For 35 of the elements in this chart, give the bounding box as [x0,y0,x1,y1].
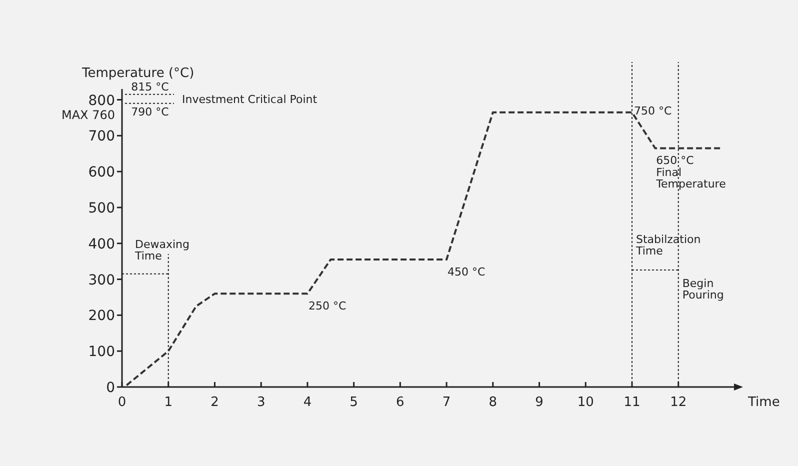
ref-line-label: 790 °C [131,105,170,118]
y-tick-label: 0 [106,380,115,396]
ref-line-label: Stabilzation Time [635,233,701,258]
ref-line-label: Dewaxing Time [134,238,190,263]
x-tick-label: 0 [118,395,126,410]
y-tick-label: 400 [88,236,115,252]
x-tick-label: 7 [442,395,451,410]
x-tick-label: 2 [210,395,219,410]
x-tick-label: 8 [488,395,498,410]
y-axis-title: Temperature (°C) [81,66,194,81]
y-tick-label: 700 [88,128,115,145]
x-tick-label: 9 [535,395,544,410]
x-tick-label: 1 [164,395,173,410]
annotation: 450 °C [448,266,486,279]
annotation: 650 °C Final Temperature [655,154,726,190]
annotation: 250 °C [308,300,346,313]
annotation: 750 °C [634,104,672,118]
x-tick-label: 5 [350,395,358,410]
y-tick-label: 300 [88,272,115,288]
x-axis-title: Time [747,395,780,410]
y-tick-label: 800 [88,92,115,109]
x-tick-label: 3 [256,395,266,410]
x-tick-label: 4 [303,395,312,410]
x-tick-label: 10 [577,395,594,410]
y-tick-label: 100 [88,344,115,360]
y-tick-label: 200 [88,308,115,324]
y-tick-label: 600 [88,164,115,181]
ref-line-label: Begin Pouring [682,277,724,302]
annotation: Investment Critical Point [182,93,318,106]
x-tick-label: 12 [670,395,687,410]
y-tick-label: 500 [88,200,115,216]
y-tick-label: MAX 760 [61,108,115,122]
x-tick-label: 11 [624,395,640,410]
ref-line-label: 815 °C [131,80,170,94]
x-tick-label: 6 [396,395,404,410]
